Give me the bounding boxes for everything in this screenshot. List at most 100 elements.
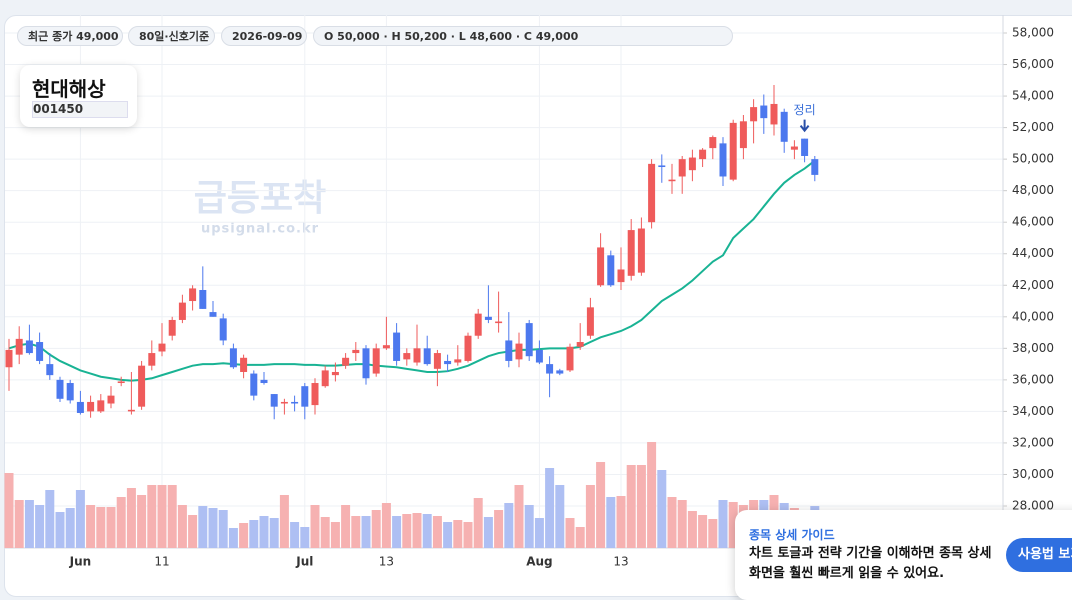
candle-body	[76, 401, 84, 413]
candle-body	[352, 349, 360, 354]
x-tick-label: Jul	[295, 555, 313, 569]
volume-bar	[432, 516, 442, 548]
volume-bar	[657, 470, 667, 548]
candle-body	[433, 353, 441, 369]
candle-body	[189, 288, 197, 302]
volume-bar	[147, 485, 157, 548]
volume-bar	[361, 516, 371, 548]
candle-body	[688, 157, 696, 171]
volume-bar	[259, 516, 269, 548]
y-tick-label: 46,000	[1012, 215, 1054, 229]
candle-body	[423, 348, 431, 365]
candle-body	[617, 269, 625, 283]
candle-body	[168, 319, 176, 336]
candle-body	[699, 149, 707, 160]
volume-bar	[137, 495, 147, 548]
volume-bar	[565, 518, 575, 548]
candle-body	[403, 353, 411, 360]
candle-body	[342, 357, 350, 366]
y-tick-label: 34,000	[1012, 404, 1054, 418]
volume-bar	[14, 500, 24, 548]
chip: O 50,000 · H 50,200 · L 48,600 · C 49,00…	[313, 26, 733, 46]
candle-body	[709, 137, 717, 149]
stock-code: 001450	[32, 101, 128, 118]
candle-body	[627, 230, 635, 276]
candle-body	[240, 357, 248, 372]
annotation-arrow	[799, 119, 810, 133]
volume-bar	[208, 508, 218, 548]
candle-body	[556, 370, 564, 374]
candle-body	[444, 360, 452, 365]
y-tick-label: 42,000	[1012, 278, 1054, 292]
volume-bar	[514, 485, 524, 548]
candle-body	[760, 105, 768, 119]
volume-bar	[381, 503, 391, 548]
guide-body: 차트 토글과 전략 기간을 이해하면 종목 상세 화면을 훨씬 빠르게 읽을 수…	[749, 546, 992, 581]
watermark-url: upsignal.co.kr	[201, 222, 319, 237]
candle-body	[280, 401, 288, 404]
volume-bar	[351, 516, 361, 548]
volume-bar	[341, 505, 351, 548]
candle-body	[607, 255, 615, 286]
candle-body	[576, 342, 584, 347]
volume-bar	[728, 502, 738, 548]
volume-bar	[698, 515, 708, 548]
volume-bar	[290, 522, 300, 548]
volume-bar	[177, 505, 187, 548]
candle-body	[158, 343, 166, 352]
x-tick-label: Jun	[69, 555, 92, 569]
volume-bar	[626, 465, 636, 548]
candle-body	[597, 247, 605, 286]
candle-body	[464, 335, 472, 361]
ma-line	[8, 159, 816, 382]
chip: 2026-09-09	[221, 26, 307, 46]
candle-body	[250, 373, 258, 396]
chip: 최근 종가 49,000	[17, 26, 123, 46]
volume-bar	[494, 510, 504, 548]
y-tick-label: 36,000	[1012, 372, 1054, 386]
volume-bar	[218, 510, 228, 548]
candle-body	[372, 348, 380, 374]
volume-bar	[473, 498, 483, 548]
volume-bar	[504, 503, 514, 548]
candle-body	[219, 318, 227, 341]
volume-bar	[330, 522, 340, 548]
volume-bar	[443, 522, 453, 548]
candle-body	[117, 381, 125, 384]
y-tick-label: 56,000	[1012, 57, 1054, 71]
candle-body	[148, 353, 156, 366]
watermark: 급등포착	[194, 178, 326, 219]
guide-title: 종목 상세 가이드	[749, 528, 835, 542]
stock-card: 현대해상 001450	[20, 65, 137, 127]
candle-body	[36, 342, 44, 361]
volume-bar	[545, 468, 555, 548]
volume-bar	[667, 497, 677, 548]
candle-body	[382, 345, 390, 349]
volume-bar	[402, 514, 412, 548]
candle-body	[515, 343, 523, 360]
candle-body	[301, 386, 309, 407]
x-tick-label: 13	[379, 555, 394, 569]
candle-body	[729, 122, 737, 180]
guide-button[interactable]: 사용법 보기	[1006, 538, 1072, 572]
chart: 급등포착 upsignal.co.kr 58,000 56,000 54,000 52,0…	[4, 15, 1054, 569]
y-tick-label: 48,000	[1012, 183, 1054, 197]
guide-popup: 종목 상세 가이드 차트 토글과 전략 기간을 이해하면 종목 상세 화면을 훨…	[735, 510, 1072, 600]
volume-bar	[596, 462, 606, 548]
x-tick-label: 13	[613, 555, 628, 569]
candle-body	[505, 340, 513, 361]
y-tick-label: 58,000	[1012, 26, 1054, 40]
candle-body	[209, 312, 217, 317]
candle-body	[678, 159, 686, 177]
candle-body	[637, 228, 645, 273]
candle-body	[46, 364, 54, 376]
volume-bar	[86, 505, 96, 548]
candle-body	[535, 349, 543, 363]
candle-body	[658, 165, 666, 168]
x-tick-label: 11	[154, 555, 169, 569]
y-tick-label: 38,000	[1012, 341, 1054, 355]
candle-body	[199, 289, 207, 309]
candle-body	[586, 307, 594, 336]
volume-bar	[412, 513, 422, 548]
candle-body	[739, 121, 747, 149]
